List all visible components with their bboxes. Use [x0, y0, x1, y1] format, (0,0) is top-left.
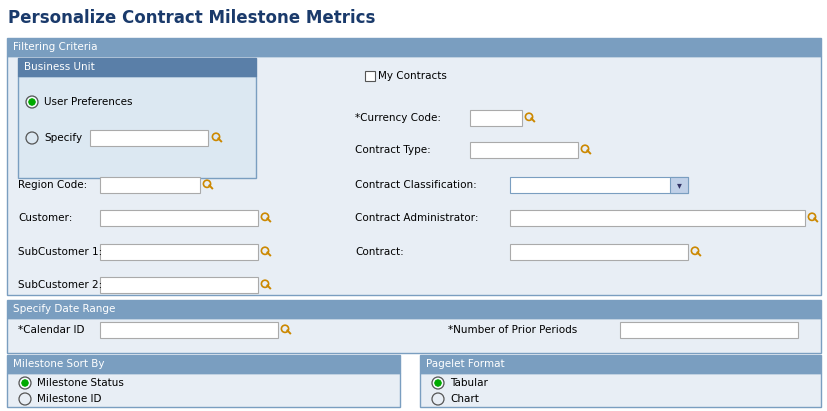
Circle shape	[434, 380, 441, 386]
Text: Customer:: Customer:	[18, 213, 72, 223]
Text: Personalize Contract Milestone Metrics: Personalize Contract Milestone Metrics	[8, 9, 375, 27]
Text: SubCustomer 1:: SubCustomer 1:	[18, 247, 102, 257]
Bar	[509, 244, 687, 260]
Circle shape	[29, 99, 36, 105]
Text: Business Unit: Business Unit	[24, 62, 94, 72]
Bar	[7, 373, 399, 407]
Bar	[100, 244, 258, 260]
Text: Pagelet Format: Pagelet Format	[425, 359, 504, 369]
Bar	[100, 177, 200, 193]
Bar	[509, 177, 687, 193]
Text: Specify Date Range: Specify Date Range	[13, 304, 115, 314]
Bar	[100, 322, 278, 338]
Text: User Preferences: User Preferences	[44, 97, 132, 107]
Bar	[100, 277, 258, 293]
Text: *Number of Prior Periods: *Number of Prior Periods	[447, 325, 576, 335]
Bar	[419, 373, 820, 407]
Text: Contract Type:: Contract Type:	[355, 145, 430, 155]
Bar	[7, 355, 399, 373]
Bar	[18, 58, 256, 76]
Bar	[619, 322, 797, 338]
Text: *Calendar ID: *Calendar ID	[18, 325, 84, 335]
Text: Region Code:: Region Code:	[18, 180, 87, 190]
Bar	[470, 110, 521, 126]
Text: Chart: Chart	[449, 394, 478, 404]
Bar	[90, 130, 208, 146]
Bar	[100, 210, 258, 226]
Text: Tabular: Tabular	[449, 378, 487, 388]
Bar	[7, 38, 820, 56]
Bar	[7, 56, 820, 295]
Text: Specify: Specify	[44, 133, 82, 143]
Bar	[18, 76, 256, 178]
Bar	[509, 210, 804, 226]
Bar	[7, 318, 820, 353]
Text: Contract Administrator:: Contract Administrator:	[355, 213, 478, 223]
Bar	[7, 300, 820, 318]
Text: Filtering Criteria: Filtering Criteria	[13, 42, 98, 52]
Bar	[669, 177, 687, 193]
Text: Contract Classification:: Contract Classification:	[355, 180, 476, 190]
Text: SubCustomer 2:: SubCustomer 2:	[18, 280, 102, 290]
Bar	[470, 142, 577, 158]
Text: Milestone ID: Milestone ID	[37, 394, 102, 404]
Text: *Currency Code:: *Currency Code:	[355, 113, 441, 123]
Bar	[419, 355, 820, 373]
Text: Milestone Sort By: Milestone Sort By	[13, 359, 104, 369]
Text: Contract:: Contract:	[355, 247, 404, 257]
Text: Milestone Status: Milestone Status	[37, 378, 124, 388]
Text: ▾: ▾	[676, 180, 681, 190]
Circle shape	[22, 380, 28, 386]
Text: My Contracts: My Contracts	[378, 71, 447, 81]
Bar	[365, 71, 375, 81]
